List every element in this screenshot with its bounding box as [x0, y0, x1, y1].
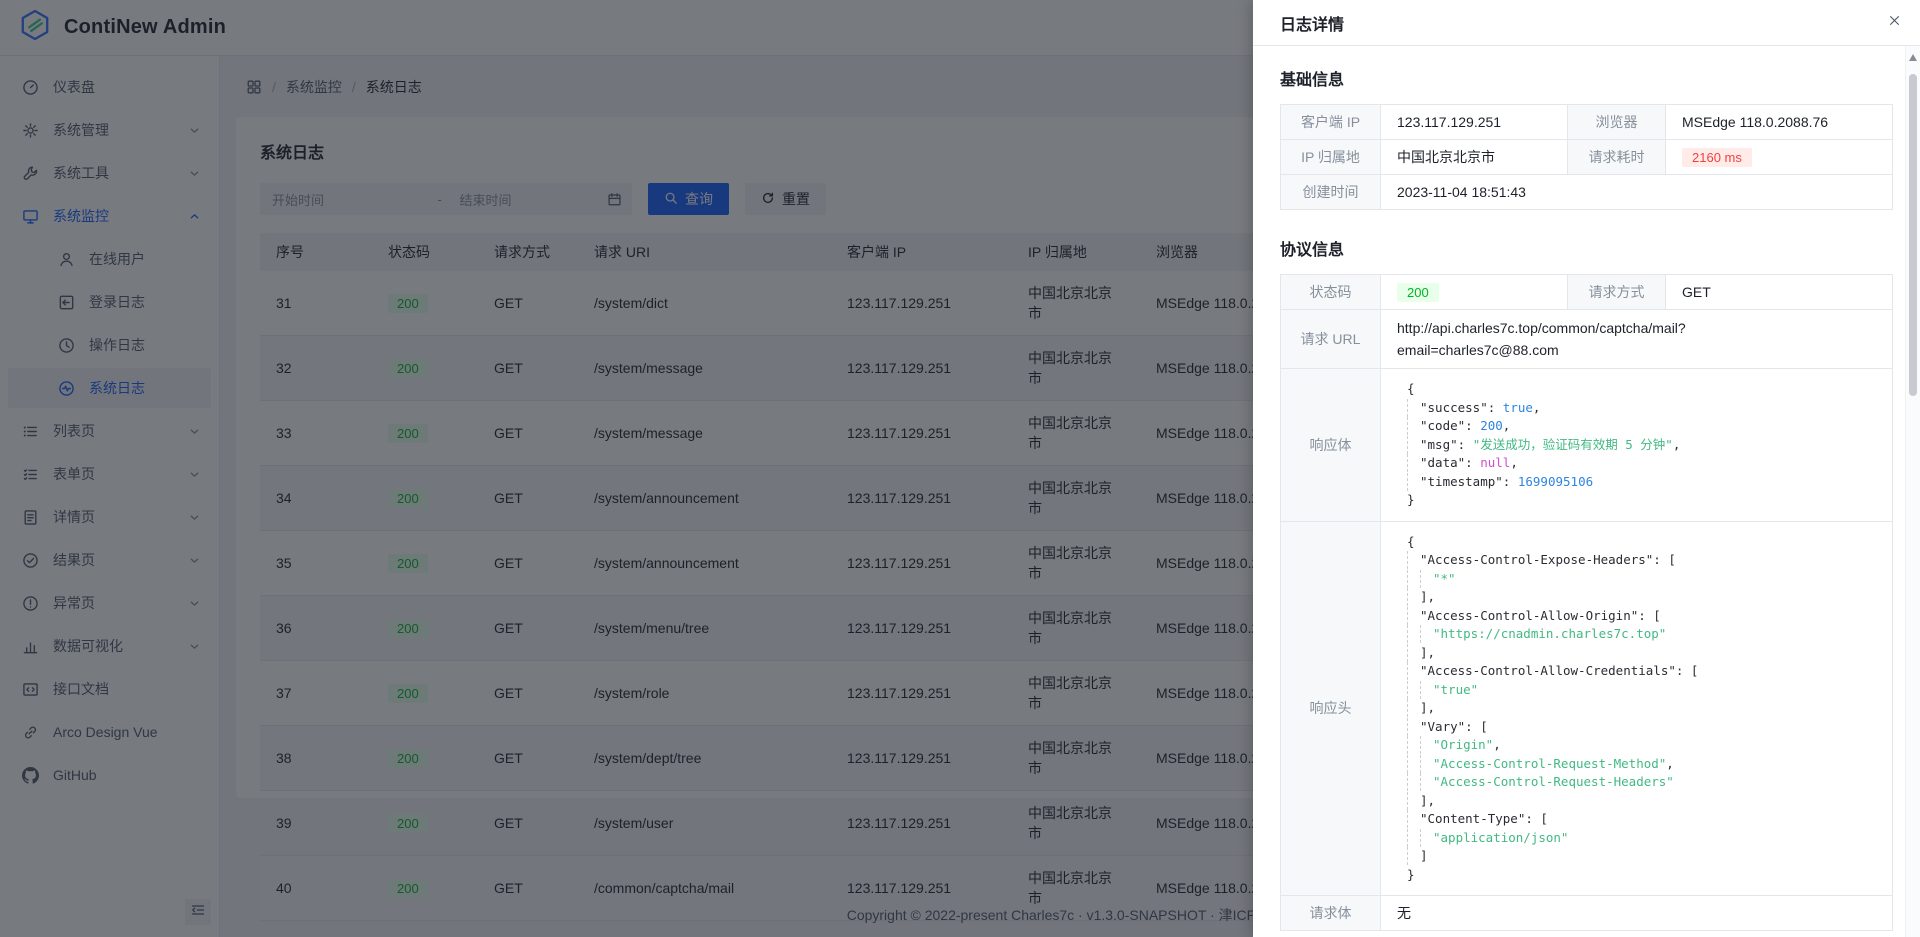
json-indent-guide	[1407, 717, 1420, 736]
json-indent-guide	[1420, 625, 1433, 643]
status-code-badge: 200	[1397, 282, 1439, 302]
drawer-header: 日志详情	[1253, 0, 1920, 46]
json-indent-guide	[1407, 810, 1420, 828]
basic-info-heading: 基础信息	[1280, 72, 1345, 89]
browser-label: 浏览器	[1567, 104, 1666, 140]
log-detail-drawer: 日志详情 基础信息 客户端 IP 123.117.129.251 浏览器 MSE…	[1253, 0, 1920, 937]
json-indent-guide	[1407, 847, 1420, 865]
json-indent-guide	[1407, 606, 1420, 625]
status-code-label: 状态码	[1280, 274, 1381, 310]
drawer-scrollbar[interactable]	[1905, 46, 1920, 937]
protocol-info-heading: 协议信息	[1280, 242, 1345, 259]
response-body-label: 响应体	[1280, 368, 1381, 522]
request-body-label: 请求体	[1280, 895, 1381, 931]
json-indent-guide	[1420, 773, 1433, 791]
scroll-up-arrow-icon[interactable]	[1909, 54, 1917, 61]
json-indent-guide	[1407, 680, 1420, 699]
response-body-json: {"success": true, "code": 200, "msg": "发送成…	[1407, 381, 1681, 507]
json-indent-guide	[1407, 736, 1420, 754]
json-indent-guide	[1407, 588, 1420, 606]
ip-region-label: IP 归属地	[1280, 139, 1381, 175]
browser-value: MSEdge 118.0.2088.76	[1665, 104, 1893, 140]
request-method-label: 请求方式	[1567, 274, 1666, 310]
response-headers-json: {"Access-Control-Expose-Headers": ["*"],…	[1407, 533, 1699, 882]
created-time-value: 2023-11-04 18:51:43	[1380, 174, 1893, 210]
json-indent-guide	[1420, 569, 1433, 588]
json-indent-guide	[1420, 680, 1433, 699]
json-indent-guide	[1407, 828, 1420, 847]
json-indent-guide	[1420, 754, 1433, 773]
duration-badge: 2160 ms	[1682, 147, 1752, 167]
json-indent-guide	[1407, 472, 1420, 491]
json-indent-guide	[1407, 454, 1420, 472]
drawer-close-button[interactable]	[1884, 13, 1904, 33]
json-indent-guide	[1407, 398, 1420, 417]
request-method-value: GET	[1665, 274, 1893, 310]
scrollbar-thumb[interactable]	[1909, 74, 1917, 396]
request-url-value: http://api.charles7c.top/common/captcha/…	[1397, 320, 1686, 358]
json-indent-guide	[1407, 773, 1420, 791]
json-indent-guide	[1420, 828, 1433, 847]
json-indent-guide	[1407, 754, 1420, 773]
close-icon	[1888, 14, 1901, 32]
json-indent-guide	[1407, 435, 1420, 454]
drawer-title: 日志详情	[1280, 16, 1345, 34]
drawer-body: 基础信息 客户端 IP 123.117.129.251 浏览器 MSEdge 1…	[1253, 46, 1905, 937]
request-body-value: 无	[1380, 895, 1893, 931]
created-time-label: 创建时间	[1280, 174, 1381, 210]
json-indent-guide	[1407, 569, 1420, 588]
json-indent-guide	[1407, 417, 1420, 435]
json-indent-guide	[1407, 699, 1420, 717]
json-indent-guide	[1407, 551, 1420, 569]
json-indent-guide	[1407, 662, 1420, 680]
basic-info-table: 客户端 IP 123.117.129.251 浏览器 MSEdge 118.0.…	[1280, 104, 1893, 210]
json-indent-guide	[1407, 791, 1420, 810]
ip-region-value: 中国北京北京市	[1380, 139, 1568, 175]
json-indent-guide	[1407, 625, 1420, 643]
json-indent-guide	[1420, 736, 1433, 754]
duration-label: 请求耗时	[1567, 139, 1666, 175]
request-url-label: 请求 URL	[1280, 309, 1381, 369]
response-headers-label: 响应头	[1280, 520, 1381, 896]
protocol-info-table: 状态码 200 请求方式 GET 请求 URL http://api.charl…	[1280, 274, 1893, 931]
client-ip-value: 123.117.129.251	[1380, 104, 1568, 140]
json-indent-guide	[1407, 643, 1420, 662]
client-ip-label: 客户端 IP	[1280, 104, 1381, 140]
